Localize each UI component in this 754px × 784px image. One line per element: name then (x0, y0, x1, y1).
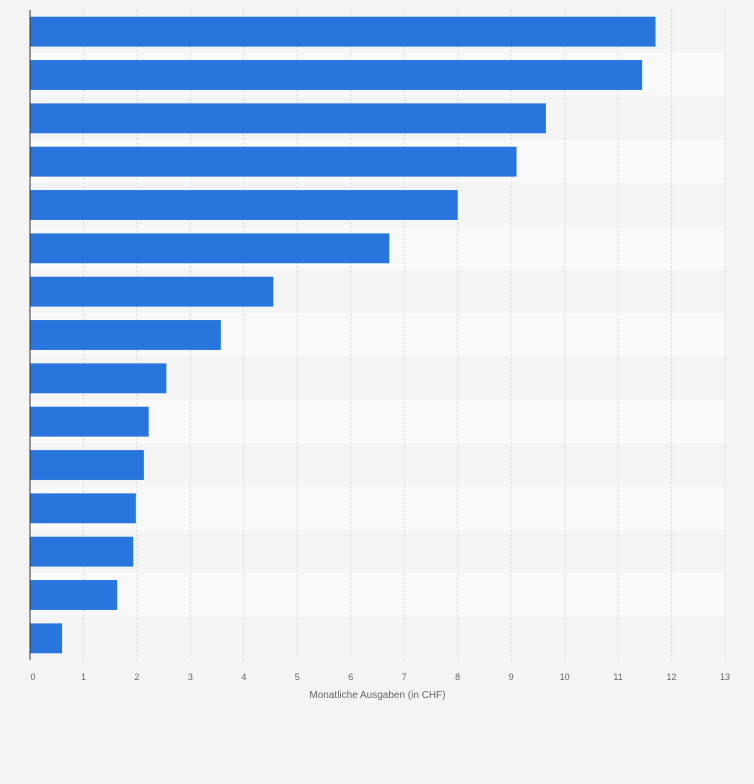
bar[interactable] (30, 146, 517, 177)
x-tick-label: 11 (613, 672, 622, 682)
row-band (30, 616, 725, 660)
x-tick-label: 0 (30, 672, 35, 682)
row-band (30, 573, 725, 617)
bars (30, 16, 656, 654)
x-tick-label: 4 (241, 672, 246, 682)
x-tick-label: 8 (455, 672, 460, 682)
x-tick-label: 1 (81, 672, 86, 682)
row-band (30, 443, 725, 487)
bar[interactable] (30, 450, 144, 480)
bar[interactable] (30, 276, 274, 307)
x-tick-label: 2 (134, 672, 139, 682)
x-tick-label: 12 (667, 672, 677, 682)
row-band (30, 530, 725, 574)
row-band (30, 486, 725, 530)
bar[interactable] (30, 233, 390, 264)
x-tick-label: 3 (188, 672, 193, 682)
bar[interactable] (30, 190, 458, 220)
bar[interactable] (30, 493, 136, 524)
x-axis-label: Monatliche Ausgaben (in CHF) (309, 690, 445, 701)
bar[interactable] (30, 16, 656, 47)
x-tick-label: 5 (295, 672, 300, 682)
x-tick-label: 6 (348, 672, 353, 682)
bar[interactable] (30, 363, 167, 394)
bar[interactable] (30, 103, 546, 134)
bar[interactable] (30, 623, 63, 654)
x-tick-label: 13 (720, 672, 730, 682)
x-tick-label: 10 (560, 672, 570, 682)
x-tick-label: 7 (402, 672, 407, 682)
bar[interactable] (30, 406, 149, 437)
bar[interactable] (30, 536, 134, 567)
x-axis-ticks: 0 1 2 3 4 5 6 7 8 9 10 11 12 13 (30, 672, 730, 682)
bar[interactable] (30, 60, 643, 90)
bar[interactable] (30, 580, 118, 610)
x-tick-label: 9 (509, 672, 514, 682)
bar[interactable] (30, 320, 221, 350)
